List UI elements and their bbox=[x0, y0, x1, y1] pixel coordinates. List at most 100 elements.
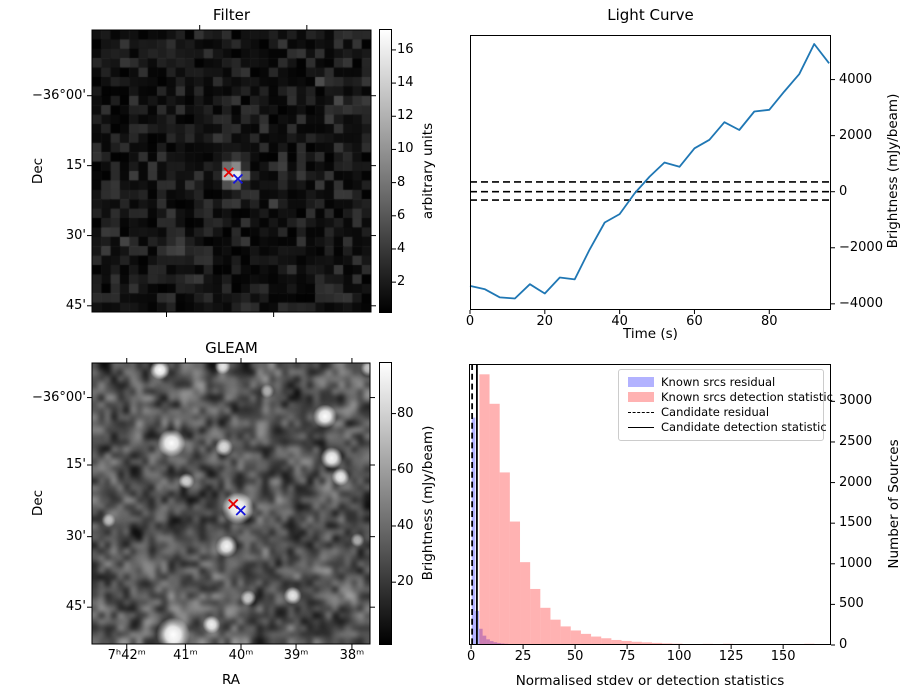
hist-bars-known-detstat bbox=[479, 374, 815, 645]
lightcurve-xtick-label: 80 bbox=[760, 314, 778, 329]
hist-bar bbox=[570, 630, 581, 645]
colorbar-tick-label: 2 bbox=[397, 274, 406, 290]
lightcurve-ytick-label: 0 bbox=[839, 183, 848, 199]
hist-bar bbox=[611, 639, 622, 645]
hist-xtick-label: 100 bbox=[666, 649, 692, 664]
colorbar-tick-label: 40 bbox=[397, 517, 414, 533]
gleam-title: GLEAM bbox=[205, 339, 258, 357]
colorbar-tick-label: 12 bbox=[397, 108, 414, 124]
colorbar-tick-label: 16 bbox=[397, 41, 414, 57]
plot-frame bbox=[470, 35, 831, 310]
hist-bar bbox=[489, 641, 494, 645]
hist-ytick-label: 2000 bbox=[839, 474, 873, 490]
hist-bar bbox=[486, 639, 490, 645]
hist-bar bbox=[621, 640, 632, 645]
hist-xtick-label: 75 bbox=[618, 649, 636, 664]
gleam-colorbar-ticks bbox=[392, 413, 396, 583]
hist-bar bbox=[530, 588, 541, 645]
gleam-colorbar-label: Brightness (mJy/beam) bbox=[420, 425, 436, 581]
lightcurve-ytick-label: 2000 bbox=[839, 127, 873, 143]
hist-bar bbox=[580, 633, 592, 645]
light-curve-line bbox=[469, 43, 830, 300]
legend-label: Known srcs residual bbox=[661, 374, 776, 389]
hist-xtick-label: 150 bbox=[770, 649, 796, 664]
hist-bar bbox=[482, 635, 487, 645]
filter-ylabel: Dec bbox=[30, 157, 46, 185]
gleam-colorbar bbox=[379, 362, 392, 645]
hist-bar bbox=[497, 642, 501, 645]
hist-bar bbox=[560, 626, 571, 645]
hist-bar bbox=[479, 374, 490, 645]
histogram-plot bbox=[469, 364, 835, 649]
filter-ytick-label: 15' bbox=[65, 157, 86, 173]
hist-bar bbox=[641, 642, 652, 645]
colorbar-tick-label: 60 bbox=[397, 461, 414, 477]
legend-swatch-pink-patch bbox=[628, 392, 654, 402]
lightcurve-ytick-label: −4000 bbox=[839, 295, 883, 311]
light-curve-plot bbox=[469, 35, 835, 314]
legend-label: Known srcs detection statistic bbox=[661, 389, 833, 404]
legend-row-candidate-detstat: Candidate detection statistic bbox=[628, 420, 827, 434]
gleam-ytick-label: 45' bbox=[65, 599, 86, 615]
hist-ytick-label: 0 bbox=[839, 637, 848, 652]
filter-colorbar bbox=[379, 29, 392, 313]
hist-xtick-label: 25 bbox=[514, 649, 532, 664]
hist-ytick-label: 3000 bbox=[839, 393, 873, 409]
colorbar-tick-label: 20 bbox=[397, 574, 414, 590]
gleam-noise-image bbox=[92, 363, 370, 644]
legend-swatch-solid-line bbox=[628, 426, 654, 428]
gleam-axes-overlay bbox=[87, 358, 375, 649]
legend-label: Candidate detection statistic bbox=[661, 419, 827, 434]
colorbar-tick-label: 80 bbox=[397, 405, 414, 421]
gleam-ytick-label: 15' bbox=[65, 457, 86, 472]
hist-ytick-label: 2500 bbox=[839, 433, 873, 449]
hist-bar bbox=[601, 638, 612, 645]
legend-row-candidate-residual: Candidate residual bbox=[628, 405, 819, 419]
gleam-xtick-label: 39ᵐ bbox=[283, 648, 309, 663]
lightcurve-xtick-label: 0 bbox=[465, 314, 475, 329]
gleam-xtick-label: 7ʰ42ᵐ bbox=[107, 648, 146, 663]
legend-swatch-dashed-line bbox=[628, 411, 654, 413]
hist-bar bbox=[471, 417, 476, 645]
hist-bar bbox=[540, 607, 551, 645]
lightcurve-title: Light Curve bbox=[607, 6, 694, 24]
gleam-xtick-label: 41ᵐ bbox=[173, 648, 198, 663]
hist-bar bbox=[591, 636, 602, 645]
gleam-xtick-label: 38ᵐ bbox=[339, 648, 365, 663]
hist-bar bbox=[493, 642, 498, 645]
filter-ytick-label: −36°00' bbox=[31, 87, 86, 103]
hist-ylabel: Number of Sources bbox=[886, 439, 902, 569]
lightcurve-xtick-label: 60 bbox=[686, 314, 703, 329]
image-frame bbox=[91, 362, 371, 645]
lightcurve-xlabel: Time (s) bbox=[623, 326, 678, 342]
hist-legend: Known srcs residual Known srcs detection… bbox=[618, 369, 833, 441]
catalog-marker-blue-x bbox=[235, 505, 246, 516]
legend-row-known-detstat: Known srcs detection statistic bbox=[628, 390, 833, 404]
hist-ytick-label: 1500 bbox=[839, 515, 873, 531]
hist-bar bbox=[520, 562, 531, 645]
lightcurve-ytick-label: 4000 bbox=[839, 71, 873, 87]
catalog-marker-blue-x bbox=[232, 173, 244, 185]
hist-bar bbox=[550, 619, 561, 645]
hist-bar bbox=[478, 628, 483, 645]
filter-colorbar-label: arbitrary units bbox=[420, 122, 436, 220]
colorbar-tick-label: 4 bbox=[397, 240, 406, 256]
colorbar-tick-label: 8 bbox=[397, 174, 406, 190]
legend-swatch-blue-patch bbox=[628, 377, 654, 387]
candidate-marker-red-x bbox=[223, 167, 234, 178]
colorbar-tick-label: 10 bbox=[397, 141, 414, 157]
filter-title: Filter bbox=[212, 6, 251, 24]
lightcurve-ytick-label: −2000 bbox=[839, 239, 883, 255]
hist-xlabel: Normalised stdev or detection statistics bbox=[515, 673, 785, 689]
hist-bar bbox=[509, 521, 521, 645]
plot-frame bbox=[469, 364, 831, 645]
filter-ytick-label: 30' bbox=[65, 227, 86, 243]
legend-row-known-residual: Known srcs residual bbox=[628, 375, 819, 389]
gleam-ytick-label: −36°00' bbox=[31, 389, 86, 405]
gleam-xlabel: RA bbox=[221, 672, 241, 688]
hist-ytick-label: 1000 bbox=[839, 555, 873, 571]
gleam-ylabel: Dec bbox=[30, 489, 46, 517]
colorbar-tick-label: 6 bbox=[397, 207, 406, 223]
hist-bar bbox=[489, 403, 500, 645]
hist-xtick-label: 125 bbox=[718, 649, 744, 664]
